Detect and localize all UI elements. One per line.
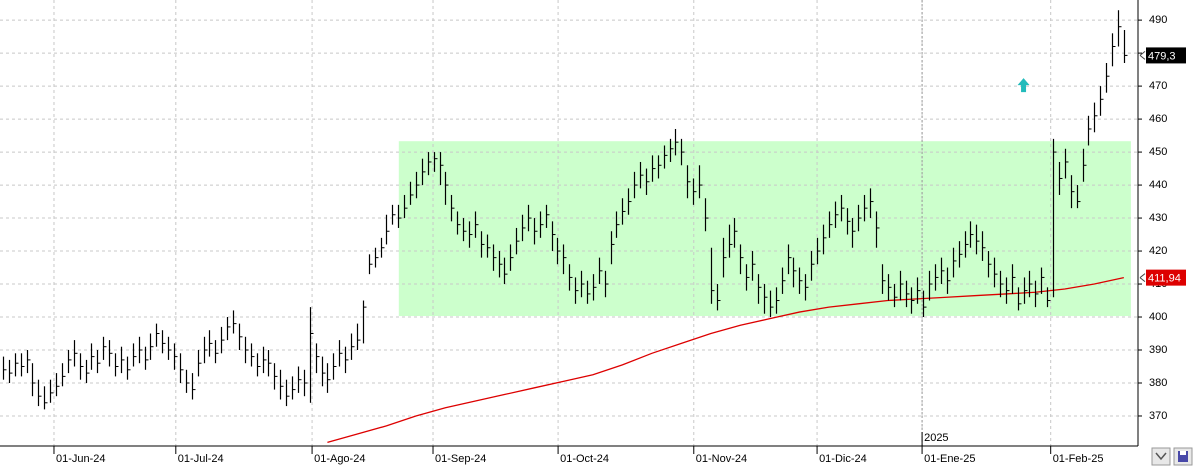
y-tick-label: 490 — [1149, 14, 1167, 26]
scroll-icon — [1155, 452, 1167, 461]
y-tick-label: 450 — [1149, 146, 1167, 158]
x-tick-label: 01-Oct-24 — [560, 453, 609, 465]
y-tick-label: 470 — [1149, 80, 1167, 92]
save-icon — [1178, 451, 1188, 462]
price-tag-label: 411,94 — [1148, 273, 1181, 285]
y-tick-label: 370 — [1149, 410, 1167, 422]
x-tick-label: 01-Feb-25 — [1053, 453, 1104, 465]
y-tick-label: 460 — [1149, 113, 1167, 125]
price-tag-pointer — [1139, 273, 1146, 283]
price-tag-label: 479,3 — [1148, 50, 1176, 62]
save-icon-label — [1180, 451, 1186, 455]
price-tag — [1146, 269, 1186, 286]
corner-buttons — [1151, 447, 1193, 466]
x-tick-label: 01-Dic-24 — [819, 453, 867, 465]
plot-area — [0, 0, 1138, 446]
x-tick-label: 01-Sep-24 — [435, 453, 486, 465]
y-tick-label: 400 — [1149, 311, 1167, 323]
x-tick-label: 01-Ago-24 — [314, 453, 365, 465]
y-tick-label: 380 — [1149, 377, 1167, 389]
x-tick-label: 01-Nov-24 — [696, 453, 747, 465]
price-tag-pointer — [1139, 51, 1146, 60]
price-tag — [1146, 47, 1186, 64]
year-label: 2025 — [924, 432, 948, 444]
signal-arrow — [1017, 78, 1030, 93]
x-tick-label: 01-Jul-24 — [178, 453, 224, 465]
y-tick-label: 430 — [1149, 212, 1167, 224]
y-tick-label: 420 — [1149, 245, 1167, 257]
moving-average — [327, 276, 1124, 443]
y-tick-label: 440 — [1149, 179, 1167, 191]
x-tick-label: 01-Ene-25 — [924, 453, 975, 465]
x-tick-label: 01-Jun-24 — [56, 453, 106, 465]
y-tick-label: 390 — [1149, 344, 1167, 356]
plot-content — [0, 0, 1138, 446]
scroll-button[interactable] — [1151, 447, 1171, 466]
